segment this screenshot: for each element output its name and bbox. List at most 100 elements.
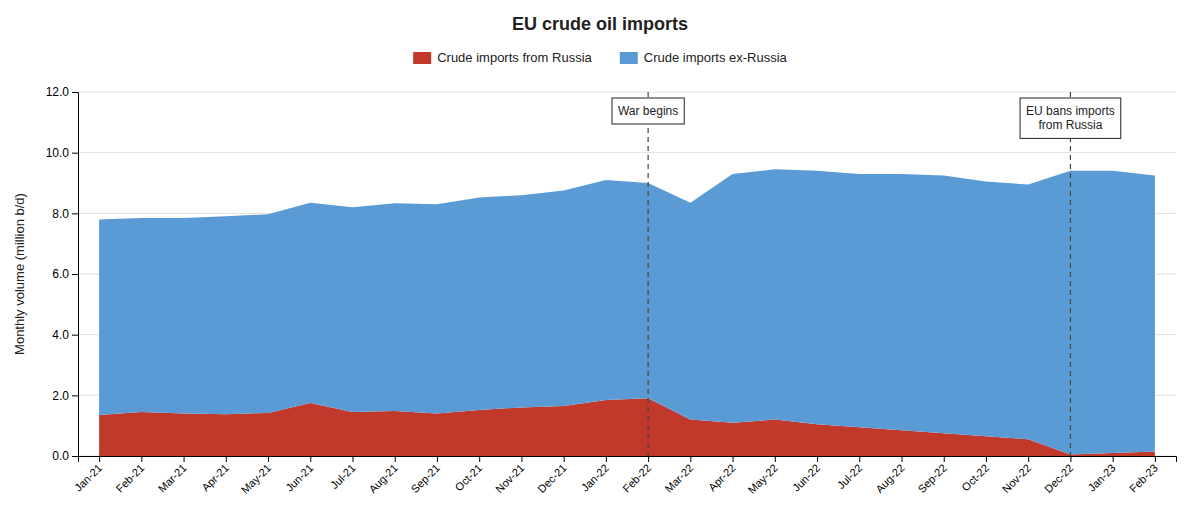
tick: Jan-23 bbox=[1086, 456, 1118, 494]
tick-label: Mar-22 bbox=[662, 462, 695, 495]
tick-mark bbox=[72, 335, 78, 336]
plot-area bbox=[99, 92, 1155, 456]
tick: Apr-21 bbox=[199, 456, 231, 493]
tick-label: Mar-21 bbox=[156, 462, 189, 495]
annotation-line-text: EU bans imports bbox=[1026, 104, 1115, 118]
tick-mark bbox=[99, 456, 100, 462]
tick-mark bbox=[986, 456, 987, 462]
legend-item: Crude imports ex-Russia bbox=[620, 50, 788, 65]
annotation-line bbox=[648, 92, 649, 456]
annotation-line bbox=[1070, 92, 1071, 456]
axis-domain bbox=[72, 93, 79, 457]
tick-mark bbox=[395, 456, 396, 462]
annotation-box bbox=[612, 98, 684, 124]
tick-label: Jun-21 bbox=[283, 462, 315, 494]
annotation-line-text: from Russia bbox=[1038, 118, 1102, 132]
title: EU crude oil imports bbox=[512, 14, 688, 34]
tick-mark bbox=[437, 456, 438, 462]
tick-mark bbox=[72, 92, 78, 93]
tick-label: 0.0 bbox=[52, 449, 69, 463]
tick: 10.0 bbox=[46, 146, 78, 160]
tick-label: 8.0 bbox=[52, 207, 69, 221]
annotations: War begins EU bans importsfrom Russia bbox=[612, 98, 1121, 138]
tick: 12.0 bbox=[46, 85, 78, 99]
annotation-line-text: War begins bbox=[618, 104, 678, 118]
tick-label: Dec-21 bbox=[535, 462, 569, 496]
tick-label: May-22 bbox=[746, 462, 780, 496]
tick: Sep-22 bbox=[915, 456, 949, 495]
tick: Apr-22 bbox=[706, 456, 738, 493]
annotation: EU bans importsfrom Russia bbox=[1020, 98, 1121, 138]
tick-mark bbox=[648, 456, 649, 462]
tick-mark bbox=[72, 395, 78, 396]
tick: Dec-22 bbox=[1042, 456, 1076, 495]
tick-label: 4.0 bbox=[52, 328, 69, 342]
legend-swatch bbox=[413, 52, 431, 64]
tick: May-22 bbox=[746, 456, 780, 496]
tick-label: May-21 bbox=[239, 462, 273, 496]
tick-mark bbox=[479, 456, 480, 462]
tick: Oct-22 bbox=[959, 456, 991, 493]
tick-mark bbox=[184, 456, 185, 462]
tick: Mar-21 bbox=[156, 456, 189, 495]
tick-mark bbox=[72, 153, 78, 154]
tick-mark bbox=[690, 456, 691, 462]
axis-domain bbox=[79, 457, 1177, 463]
tick-mark bbox=[141, 456, 142, 462]
tick-label: Feb-21 bbox=[113, 462, 146, 495]
tick: Dec-21 bbox=[535, 456, 569, 495]
tick: Aug-21 bbox=[366, 456, 400, 495]
tick: Aug-22 bbox=[873, 456, 907, 495]
tick-mark bbox=[733, 456, 734, 462]
tick-label: Nov-21 bbox=[493, 462, 527, 496]
tick: 2.0 bbox=[52, 389, 78, 403]
tick-label: Jan-21 bbox=[72, 462, 104, 494]
tick: 8.0 bbox=[52, 207, 78, 221]
x-axis: Jan-21 Feb-21 Mar-21 Apr-21May-21 Jun-21 Jul-… bbox=[72, 456, 1176, 496]
legend-item: Crude imports from Russia bbox=[413, 50, 592, 65]
tick-label: Apr-22 bbox=[706, 462, 738, 494]
tick: Jun-21 bbox=[283, 456, 315, 494]
tick: Feb-22 bbox=[620, 456, 653, 495]
y-axis-title: Monthly volume (million b/d) bbox=[12, 193, 27, 355]
tick-label: Aug-22 bbox=[873, 462, 907, 496]
chart: Jan-21 Feb-21 Mar-21 Apr-21May-21 Jun-21 Jul-… bbox=[0, 0, 1200, 530]
tick-mark bbox=[859, 456, 860, 462]
tick-mark bbox=[1028, 456, 1029, 462]
tick-label: Aug-21 bbox=[366, 462, 400, 496]
tick-label: Sep-22 bbox=[915, 462, 949, 496]
tick: 6.0 bbox=[52, 267, 78, 281]
tick: Jul-21 bbox=[328, 456, 358, 491]
tick-label: Jun-22 bbox=[790, 462, 822, 494]
tick-label: Jul-22 bbox=[835, 462, 865, 492]
tick: Nov-21 bbox=[493, 456, 527, 495]
y-axis: 0.0 2.0 4.0 6.0 8.0 10.0 12.0 bbox=[46, 85, 79, 463]
tick-label: Sep-21 bbox=[409, 462, 443, 496]
legend-label: Crude imports from Russia bbox=[437, 50, 592, 65]
tick-mark bbox=[775, 456, 776, 462]
tick-mark bbox=[268, 456, 269, 462]
tick-mark bbox=[72, 456, 78, 457]
annotation-text: War begins bbox=[618, 104, 678, 118]
grid-line bbox=[78, 92, 1176, 93]
tick-mark bbox=[1155, 456, 1156, 462]
tick-label: Oct-22 bbox=[959, 462, 991, 494]
tick: Jan-22 bbox=[579, 456, 611, 494]
annotation: War begins bbox=[612, 98, 684, 124]
tick-mark bbox=[310, 456, 311, 462]
tick-mark bbox=[564, 456, 565, 462]
legend-label: Crude imports ex-Russia bbox=[644, 50, 788, 65]
tick-label: Dec-22 bbox=[1042, 462, 1076, 496]
tick: Nov-22 bbox=[1000, 456, 1034, 495]
tick-label: Jul-21 bbox=[328, 462, 358, 492]
tick-label: 2.0 bbox=[52, 389, 69, 403]
tick-label: Jan-23 bbox=[1086, 462, 1118, 494]
annotation-text: EU bans importsfrom Russia bbox=[1026, 104, 1115, 132]
tick: Sep-21 bbox=[409, 456, 443, 495]
tick-label: Feb-22 bbox=[620, 462, 653, 495]
tick-mark bbox=[1070, 456, 1071, 462]
tick: Feb-23 bbox=[1127, 456, 1160, 495]
tick: 4.0 bbox=[52, 328, 78, 342]
tick-mark bbox=[521, 456, 522, 462]
tick-label: Apr-21 bbox=[199, 462, 231, 494]
